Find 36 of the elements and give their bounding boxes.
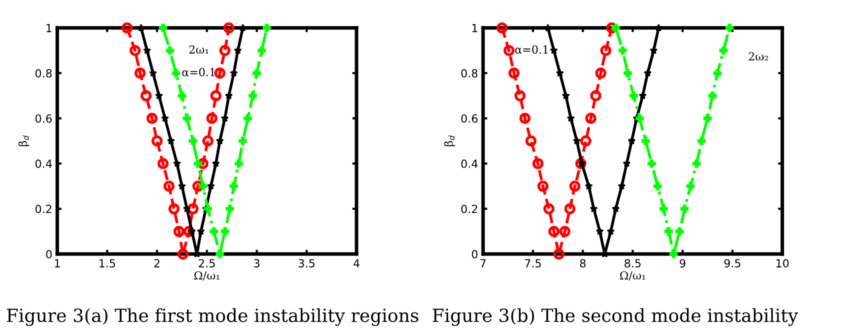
x-tick-label: 8 bbox=[580, 259, 586, 268]
annotation: α=0.1 bbox=[182, 68, 214, 76]
y-tick-label: 0.6 bbox=[35, 114, 52, 123]
x-tick-label: 7.5 bbox=[525, 259, 541, 268]
x-tick-label: 3.5 bbox=[298, 259, 315, 268]
y-tick-label: 1 bbox=[472, 24, 478, 32]
x-tick-label: 2.5 bbox=[198, 259, 215, 268]
y-axis-title: β$_{d}$ bbox=[444, 135, 455, 146]
y-tick-label: 0.6 bbox=[461, 114, 478, 123]
y-tick-label: 0.2 bbox=[35, 204, 52, 214]
x-axis-title: Ω/ω₁ bbox=[620, 271, 646, 280]
x-tick-label: 10 bbox=[776, 259, 789, 268]
y-tick-label: 0 bbox=[46, 250, 52, 258]
x-tick-label: 1 bbox=[54, 259, 60, 268]
caption: Figure 3(b) The second mode instability bbox=[432, 308, 798, 326]
x-tick-label: 9.5 bbox=[724, 259, 740, 268]
annotation: 2ω₂ bbox=[748, 52, 768, 60]
x-axis-title: Ω/ω₁ bbox=[194, 271, 220, 280]
x-tick-label: 9 bbox=[680, 259, 686, 268]
y-tick-label: 0.4 bbox=[35, 160, 52, 168]
x-tick-label: 4 bbox=[354, 259, 360, 268]
y-tick-label: 0.8 bbox=[35, 69, 52, 78]
x-tick-label: 3 bbox=[254, 259, 260, 268]
annotation: α=0.1 bbox=[515, 45, 548, 54]
caption: Figure 3(a) The first mode instability regions bbox=[6, 308, 418, 326]
y-tick-label: 0.4 bbox=[461, 160, 478, 168]
x-tick-label: 1.5 bbox=[100, 259, 116, 268]
y-tick-label: 0.8 bbox=[461, 69, 478, 78]
y-tick-label: 0.2 bbox=[461, 204, 478, 214]
annotation: 2ω₁ bbox=[189, 45, 208, 54]
y-axis-title: β$_{d}$ bbox=[18, 135, 30, 146]
y-tick-label: 1 bbox=[46, 24, 52, 32]
x-tick-label: 8.5 bbox=[624, 259, 641, 268]
x-tick-label: 7 bbox=[480, 259, 486, 268]
y-tick-label: 0 bbox=[472, 250, 478, 258]
x-tick-label: 2 bbox=[154, 259, 160, 268]
